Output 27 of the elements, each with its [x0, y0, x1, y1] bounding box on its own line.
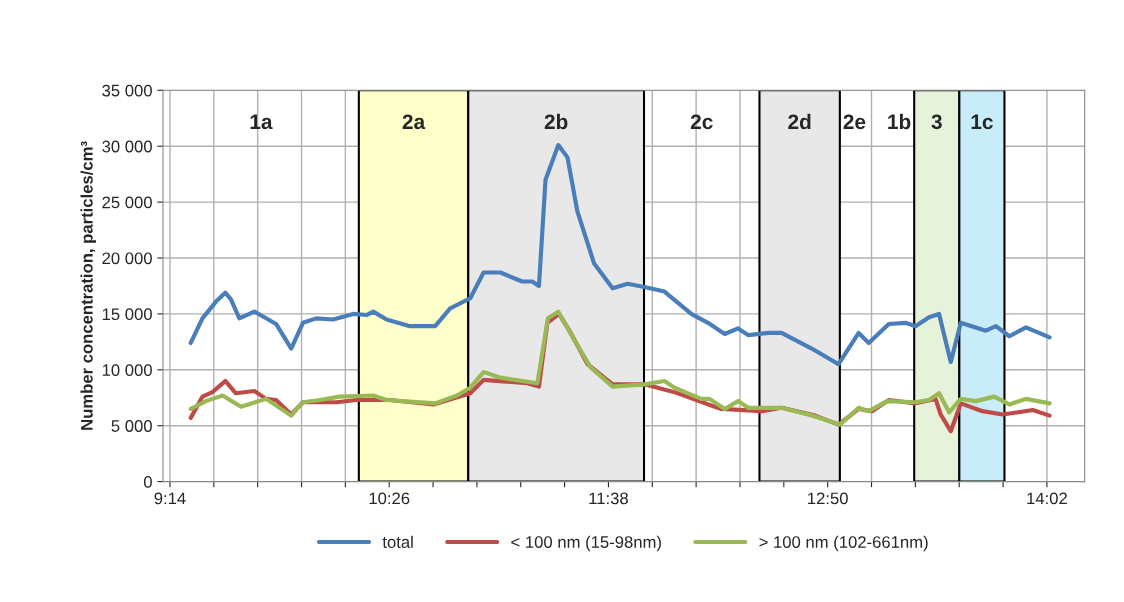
y-tick-label: 25 000 [102, 196, 152, 209]
y-tick-label: 5 000 [111, 420, 152, 432]
x-tick-label: 11:38 [589, 492, 628, 505]
legend-label: > 100 nm (102-661nm) [759, 535, 928, 552]
band-label: 2d [788, 113, 811, 130]
annotation: 1b [888, 113, 911, 130]
y-tick-label: 15 000 [102, 308, 152, 321]
legend-label: < 100 nm (15-98nm) [511, 535, 661, 552]
y-axis-title: Number concentration, particles/cm³ [80, 141, 97, 430]
x-tick-label: 9:14 [154, 492, 186, 505]
x-tick-label: 10:26 [369, 492, 410, 505]
x-tick-label: 14:02 [1027, 492, 1067, 505]
line-series [188, 142, 1052, 367]
band-label: 2a [402, 114, 426, 130]
annotation: 2e [843, 114, 866, 130]
band-label: 2b [544, 113, 568, 130]
band-label: 3 [931, 114, 942, 130]
y-tick-label: 0 [143, 476, 152, 488]
x-tick-label: 12:50 [808, 492, 848, 505]
band-label: 1c [971, 114, 993, 130]
y-tick-label: 10 000 [102, 364, 152, 376]
y-tick-label: 30 000 [102, 140, 152, 153]
y-tick-label: 35 000 [102, 84, 152, 97]
legend-label: total [382, 535, 413, 548]
annotation: 2c [690, 114, 713, 130]
annotation: 1a [250, 114, 273, 130]
y-tick-label: 20 000 [102, 252, 152, 265]
